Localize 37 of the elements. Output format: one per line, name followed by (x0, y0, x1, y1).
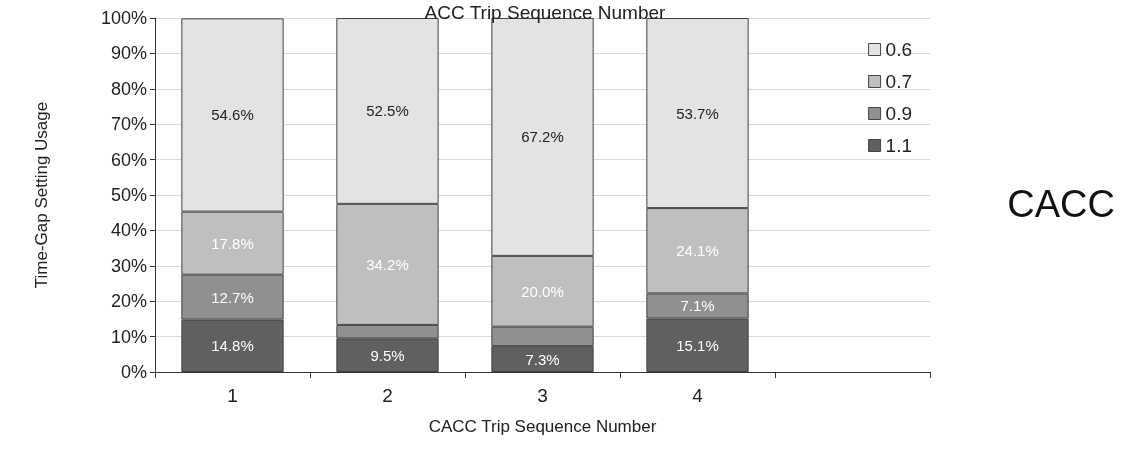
data-label: 53.7% (676, 104, 719, 122)
data-label: 7.1% (680, 297, 715, 315)
chart-title: ACC Trip Sequence Number (424, 2, 667, 23)
text: CACC (1007, 183, 1116, 225)
data-label: 14.8% (211, 337, 254, 355)
legend-label: 1.1 (885, 135, 913, 156)
legend-label: 0.6 (885, 39, 913, 60)
data-label: 12.7% (211, 288, 254, 306)
y-tick-label: 80% (110, 78, 147, 99)
data-label: 7.3% (525, 350, 560, 368)
y-tick-label: 100% (100, 8, 147, 28)
x-tick-label: 2 (382, 385, 393, 406)
y-tick-label: 60% (110, 149, 147, 170)
y-tick-label: 40% (110, 220, 147, 241)
y-tick-label: 90% (110, 43, 147, 64)
data-label: 24.1% (676, 242, 719, 260)
data-label: 67.2% (521, 128, 564, 146)
data-label: 9.5% (370, 346, 405, 364)
y-tick-label: 50% (110, 185, 147, 205)
y-tick-label: 20% (110, 291, 147, 312)
y-axis-title: Time-Gap Setting Usage (32, 101, 51, 289)
y-tick-label: 30% (110, 255, 147, 276)
y-tick-label: 70% (110, 114, 147, 135)
data-label: 34.2% (366, 255, 409, 273)
x-tick-label: 1 (227, 385, 238, 406)
x-tick-label: 4 (692, 385, 704, 406)
y-tick-label: 0% (120, 362, 147, 382)
data-label: 17.8% (211, 234, 254, 252)
x-axis-title: CACC Trip Sequence Number (428, 417, 657, 436)
x-tick-label: 3 (537, 385, 548, 406)
legend-label: 0.9 (885, 103, 913, 124)
data-label: 54.6% (211, 106, 254, 124)
y-tick-label: 10% (110, 326, 147, 347)
data-label: 20.0% (521, 282, 564, 300)
legend-label: 0.7 (885, 71, 913, 92)
data-label: 15.1% (676, 336, 719, 354)
data-label: 52.5% (366, 102, 409, 120)
